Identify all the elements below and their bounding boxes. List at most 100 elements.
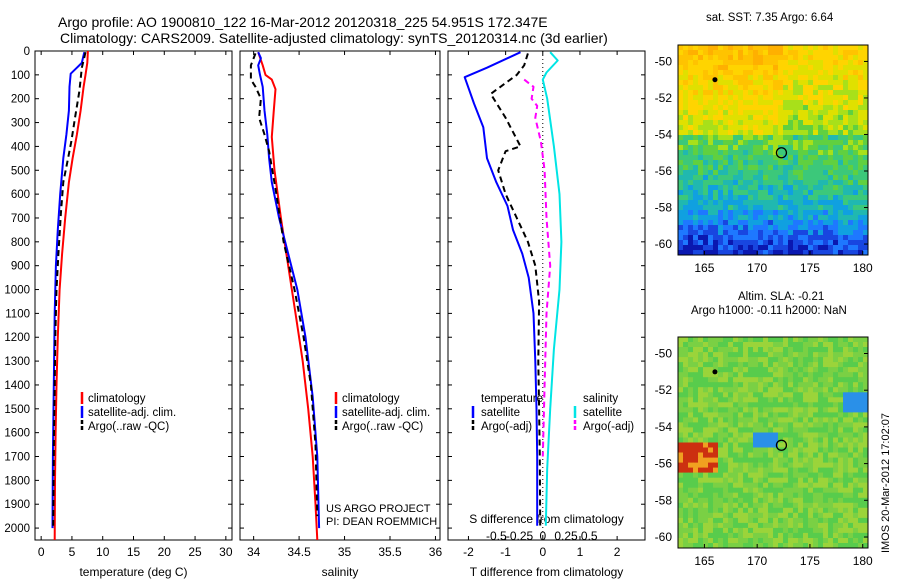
map-cell <box>738 502 744 509</box>
map-frame <box>677 336 869 549</box>
map-cell <box>723 382 729 388</box>
map-cell <box>718 427 724 433</box>
map-cell <box>818 422 824 428</box>
map-y-tick-label: -50 <box>655 54 673 68</box>
map-cell <box>838 452 844 458</box>
map-cell <box>798 397 804 403</box>
map-cell <box>828 245 834 251</box>
map-cell <box>863 367 869 373</box>
map-cell <box>858 240 864 246</box>
map-cell <box>713 120 719 126</box>
map-cell <box>713 522 719 529</box>
map-cell <box>793 487 799 494</box>
map-cell <box>783 527 789 534</box>
map-cell <box>838 245 844 251</box>
map-cell <box>698 517 704 524</box>
map-cell <box>718 492 724 499</box>
map-cell <box>723 60 729 66</box>
map-cell <box>698 250 704 256</box>
map-cell <box>733 105 739 111</box>
map-cell <box>743 382 749 388</box>
map-cell <box>718 195 724 201</box>
map-cell <box>693 55 699 61</box>
map-cell <box>788 482 794 489</box>
map-cell <box>843 105 849 111</box>
map-cell <box>808 80 814 86</box>
map-cell <box>693 70 699 76</box>
map-cell <box>758 230 764 236</box>
map-cell <box>858 357 864 363</box>
map-cell <box>683 170 689 176</box>
map-cell <box>683 402 689 408</box>
map-cell <box>718 90 724 96</box>
map-cell <box>713 130 719 136</box>
map-cell <box>748 442 754 448</box>
map-cell <box>773 447 779 453</box>
map-cell <box>823 140 829 146</box>
map-cell <box>678 60 684 66</box>
map-cell <box>718 225 724 231</box>
map-cell <box>753 477 759 484</box>
map-cell <box>798 80 804 86</box>
map-cell <box>783 75 789 81</box>
map-cell <box>808 352 814 358</box>
map-cell <box>678 115 684 121</box>
map-cell <box>733 115 739 121</box>
map-cell <box>698 105 704 111</box>
map-cell <box>808 130 814 136</box>
map-cell <box>718 452 724 458</box>
map-cell <box>838 65 844 71</box>
map-cell <box>788 135 794 141</box>
map-cell <box>738 90 744 96</box>
map-cell <box>828 75 834 81</box>
y-tick-label: 700 <box>11 213 30 225</box>
map-cell <box>813 225 819 231</box>
map-cell <box>848 155 854 161</box>
map-cell <box>733 457 739 464</box>
map-cell <box>853 487 859 494</box>
map-cell <box>853 467 859 474</box>
map-cell <box>753 492 759 499</box>
map-cell <box>708 220 714 226</box>
figure-title-line1: Argo profile: AO 1900810_122 16-Mar-2012… <box>58 14 548 30</box>
map-cell <box>823 85 829 91</box>
map-cell <box>798 95 804 101</box>
map-cell <box>748 140 754 146</box>
map-cell <box>863 65 869 71</box>
map-cell <box>808 190 814 196</box>
map-cell <box>808 487 814 494</box>
map-cell <box>813 372 819 378</box>
map-cell <box>693 50 699 56</box>
map-cell <box>708 155 714 161</box>
map-cell <box>748 90 754 96</box>
map-cell <box>693 115 699 121</box>
map-cell <box>723 50 729 56</box>
map-cell <box>768 397 774 403</box>
map-cell <box>678 45 684 51</box>
map-cell <box>803 220 809 226</box>
map-cell <box>763 75 769 81</box>
map-cell <box>828 497 834 504</box>
map-cell <box>688 527 694 534</box>
map-cell <box>763 447 769 453</box>
map-cell <box>708 452 714 458</box>
map-cell <box>738 402 744 408</box>
map-cell <box>858 175 864 181</box>
map-cell <box>828 140 834 146</box>
map-cell <box>718 235 724 241</box>
map-cell <box>733 235 739 241</box>
map-cell <box>693 543 699 549</box>
map-cell <box>783 362 789 368</box>
map-cell <box>708 120 714 126</box>
map-cell <box>823 527 829 534</box>
map-cell <box>818 250 824 256</box>
map-cell <box>788 472 794 479</box>
map-cell <box>708 538 714 544</box>
map-cell <box>788 417 794 423</box>
map-cell <box>773 155 779 161</box>
map-y-tick-label: -54 <box>655 420 673 434</box>
map-cell <box>808 140 814 146</box>
map-cell <box>683 367 689 373</box>
map-cell <box>713 507 719 514</box>
map-cell <box>818 412 824 418</box>
